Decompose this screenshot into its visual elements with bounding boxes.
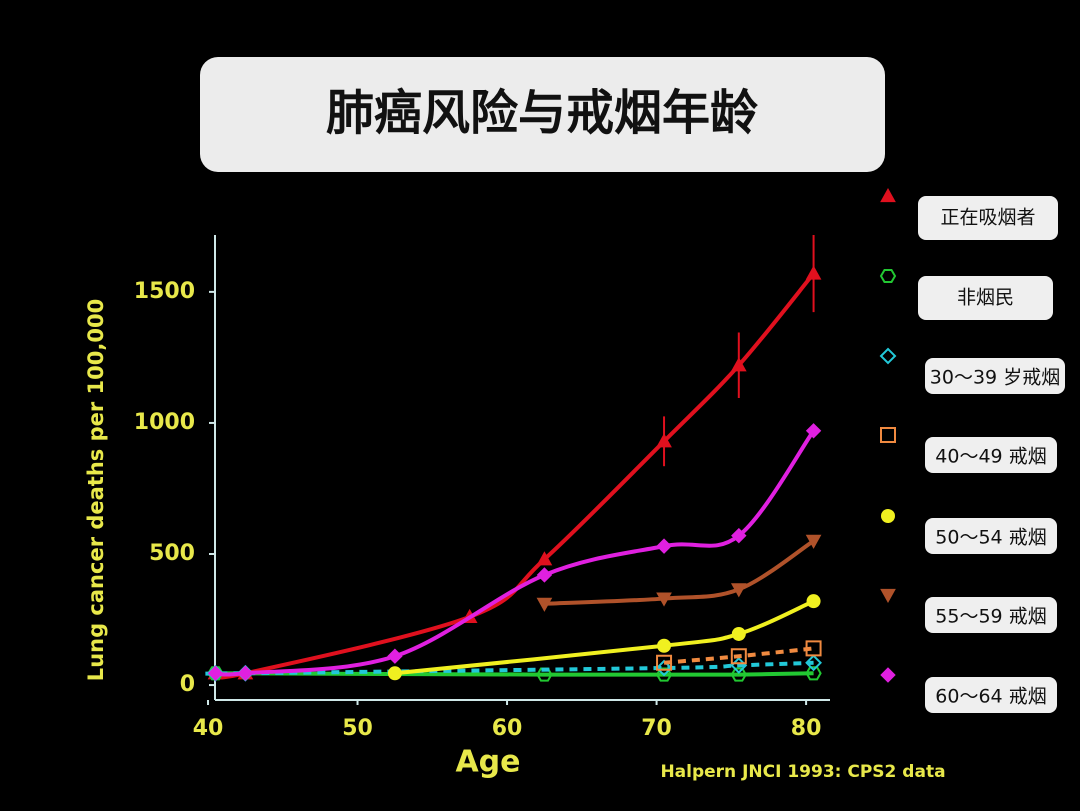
marker [880, 187, 896, 203]
marker [207, 665, 224, 681]
legend-box [925, 437, 1057, 473]
marker [731, 527, 747, 544]
y-axis-label: Lung cancer deaths per 100,000 [84, 299, 108, 681]
series-line [544, 539, 815, 606]
marker [879, 347, 897, 365]
y-tick-label: 0 [180, 672, 195, 697]
y-tick-label: 1000 [134, 410, 195, 435]
x-tick-label: 80 [791, 716, 822, 741]
marker [237, 665, 254, 681]
legend-label: 40～49 戒烟 [935, 446, 1046, 468]
marker [387, 666, 402, 681]
marker [880, 667, 896, 683]
title-box [200, 57, 885, 172]
marker [730, 357, 747, 372]
marker [656, 654, 673, 671]
marker [655, 667, 673, 682]
marker [880, 427, 896, 443]
x-tick-label: 60 [492, 716, 523, 741]
marker [656, 433, 672, 448]
x-tick-label: 70 [641, 716, 672, 741]
marker [881, 509, 895, 523]
legend-box [925, 358, 1065, 394]
marker [730, 583, 747, 598]
series-line [394, 599, 815, 676]
marker [536, 597, 553, 612]
marker [730, 648, 747, 665]
marker [805, 654, 822, 672]
marker [805, 640, 822, 657]
legend-box [925, 597, 1057, 633]
marker [731, 626, 746, 641]
x-tick-label: 40 [193, 716, 224, 741]
legend-label: 正在吸烟者 [940, 207, 1035, 229]
legend-label: 60～64 戒烟 [935, 686, 1046, 708]
marker [536, 551, 553, 566]
marker [805, 265, 822, 280]
y-tick-label: 1500 [134, 279, 195, 304]
marker [536, 567, 553, 583]
marker [387, 648, 403, 664]
x-tick-label: 50 [342, 716, 373, 741]
chart-title: 肺癌风险与戒烟年龄 [326, 85, 758, 141]
marker [656, 592, 672, 607]
source-note: Halpern JNCI 1993: CPS2 data [660, 762, 945, 782]
marker [657, 638, 672, 653]
marker [656, 538, 672, 554]
legend-box [925, 677, 1057, 713]
marker [655, 659, 673, 677]
legend-label: 55～59 戒烟 [935, 606, 1046, 628]
marker [805, 423, 822, 439]
x-axis-label: Age [455, 745, 520, 780]
series-line [663, 646, 814, 665]
legend-box [918, 276, 1053, 320]
marker [805, 534, 822, 549]
legend-label: 非烟民 [957, 287, 1014, 309]
legend-box [925, 518, 1057, 554]
marker [880, 588, 896, 604]
marker [806, 594, 821, 609]
legend-box [918, 196, 1058, 240]
y-tick-label: 500 [149, 541, 195, 566]
legend-label: 50～54 戒烟 [935, 527, 1046, 549]
marker [879, 268, 897, 284]
legend-label: 30～39 岁戒烟 [930, 367, 1060, 389]
